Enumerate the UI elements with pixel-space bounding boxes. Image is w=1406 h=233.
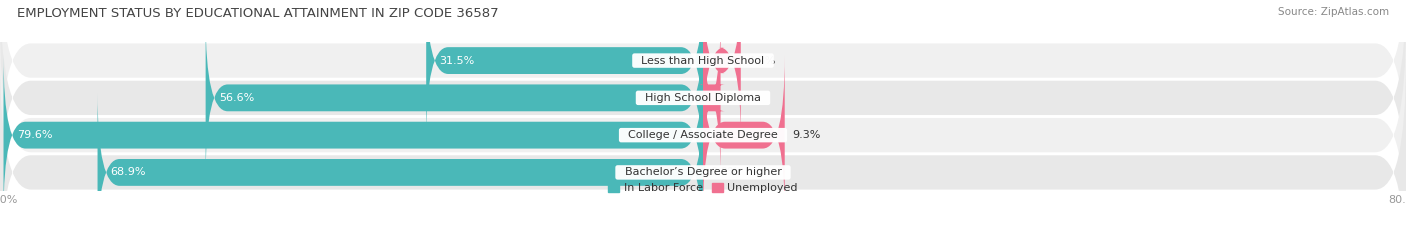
FancyBboxPatch shape [703, 0, 741, 140]
Text: Source: ZipAtlas.com: Source: ZipAtlas.com [1278, 7, 1389, 17]
FancyBboxPatch shape [4, 55, 703, 215]
Text: 56.6%: 56.6% [219, 93, 254, 103]
Text: 79.6%: 79.6% [17, 130, 52, 140]
FancyBboxPatch shape [426, 0, 703, 140]
FancyBboxPatch shape [205, 18, 703, 178]
Text: 9.3%: 9.3% [792, 130, 820, 140]
FancyBboxPatch shape [0, 0, 1406, 211]
Legend: In Labor Force, Unemployed: In Labor Force, Unemployed [603, 178, 803, 197]
Text: 2.0%: 2.0% [728, 93, 756, 103]
FancyBboxPatch shape [703, 55, 785, 215]
Text: High School Diploma: High School Diploma [638, 93, 768, 103]
Text: Bachelor’s Degree or higher: Bachelor’s Degree or higher [617, 168, 789, 177]
FancyBboxPatch shape [699, 18, 725, 178]
Text: EMPLOYMENT STATUS BY EDUCATIONAL ATTAINMENT IN ZIP CODE 36587: EMPLOYMENT STATUS BY EDUCATIONAL ATTAINM… [17, 7, 499, 20]
Text: 4.3%: 4.3% [748, 56, 776, 65]
FancyBboxPatch shape [97, 93, 703, 233]
Text: 0.0%: 0.0% [710, 168, 738, 177]
Text: 31.5%: 31.5% [439, 56, 475, 65]
FancyBboxPatch shape [0, 0, 1406, 174]
FancyBboxPatch shape [0, 22, 1406, 233]
FancyBboxPatch shape [0, 59, 1406, 233]
Text: 68.9%: 68.9% [111, 168, 146, 177]
Text: College / Associate Degree: College / Associate Degree [621, 130, 785, 140]
Text: Less than High School: Less than High School [634, 56, 772, 65]
